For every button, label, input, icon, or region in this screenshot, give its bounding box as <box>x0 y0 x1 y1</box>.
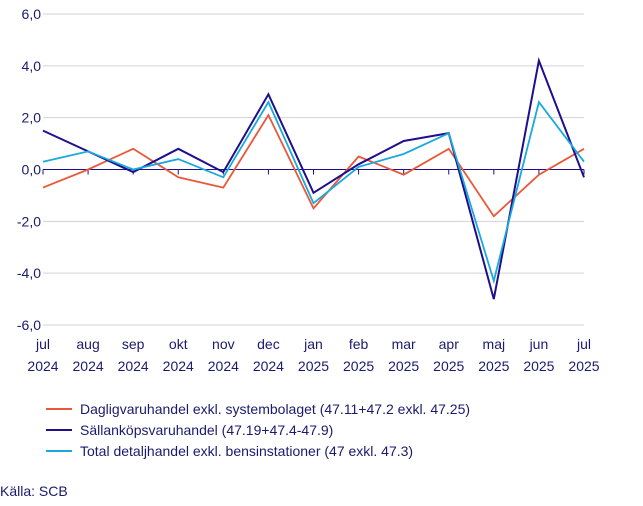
legend-item-dagligvaruhandel: Dagligvaruhandel exkl. systembolaget (47… <box>46 398 470 419</box>
y-axis-tick-labels: -6,0 -4,0 -2,0 0,0 2,0 4,0 6,0 <box>17 6 41 333</box>
series-line-3 <box>42 100 585 285</box>
legend-swatch-dagligvaruhandel <box>46 407 72 410</box>
x-tick-label: jul 2025 <box>568 336 599 374</box>
x-tick-label: nov 2024 <box>208 336 239 374</box>
y-tick-label: 4,0 <box>22 58 42 74</box>
x-tick-label: jun 2025 <box>523 336 554 374</box>
y-tick-label: -4,0 <box>17 265 41 281</box>
source-note: Källa: SCB <box>0 483 68 499</box>
line-chart: -6,0 -4,0 -2,0 0,0 2,0 4,0 6,0 jul 2024 aug 2024 s… <box>17 6 600 374</box>
x-tick-label: jan 2025 <box>298 336 329 374</box>
x-tick-label: sep 2024 <box>118 336 149 374</box>
legend-swatch-sallankopsvaruhandel <box>46 428 72 431</box>
legend-label-total-detaljhandel: Total detaljhandel exkl. bensinstationer… <box>80 442 414 459</box>
legend-item-sallankopsvaruhandel: Sällanköpsvaruhandel (47.19+47.4-47.9) <box>46 419 470 440</box>
x-tick-label: apr 2025 <box>433 336 464 374</box>
series-lines <box>42 56 585 300</box>
x-tick-label: okt 2024 <box>163 336 194 374</box>
legend-swatch-total-detaljhandel <box>46 449 72 452</box>
x-axis-tick-labels: jul 2024 aug 2024 sep 2024 okt 2024 nov 2024 dec 20… <box>27 336 599 374</box>
legend-label-sallankopsvaruhandel: Sällanköpsvaruhandel (47.19+47.4-47.9) <box>80 421 334 438</box>
x-tick-label: jul 2024 <box>27 336 58 374</box>
y-tick-label: -6,0 <box>17 317 41 333</box>
x-tick-label: feb 2025 <box>343 336 374 374</box>
legend: Dagligvaruhandel exkl. systembolaget (47… <box>46 398 470 461</box>
legend-item-total-detaljhandel: Total detaljhandel exkl. bensinstationer… <box>46 440 470 461</box>
series-line-2 <box>42 56 585 300</box>
grid-lines <box>43 13 584 326</box>
series-line-1 <box>42 113 585 218</box>
y-tick-label: -2,0 <box>17 213 41 229</box>
legend-label-dagligvaruhandel: Dagligvaruhandel exkl. systembolaget (47… <box>80 400 471 417</box>
x-axis <box>42 169 585 175</box>
x-tick-label: maj 2025 <box>478 336 509 374</box>
y-tick-label: 0,0 <box>22 162 42 178</box>
x-tick-label: dec 2024 <box>253 336 284 374</box>
y-tick-label: 2,0 <box>22 110 42 126</box>
y-tick-label: 6,0 <box>22 6 42 22</box>
x-tick-label: mar 2025 <box>388 336 419 374</box>
x-tick-label: aug 2024 <box>73 336 104 374</box>
